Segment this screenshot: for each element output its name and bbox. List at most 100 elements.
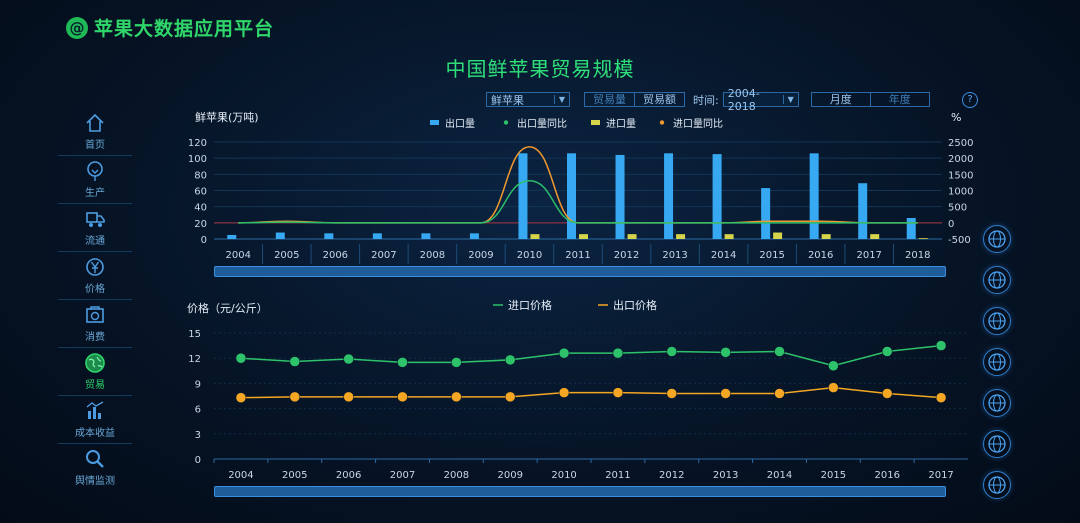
- sidebar-item-sentiment[interactable]: 舆情监测: [58, 444, 132, 491]
- legend-swatch: [591, 120, 600, 125]
- globe-book-icon[interactable]: [983, 430, 1011, 458]
- price-chart-scrollbar[interactable]: [214, 486, 946, 497]
- home-icon: [86, 113, 104, 132]
- y-tick-label: 20: [194, 219, 207, 230]
- legend-label: 进口价格: [508, 298, 552, 312]
- point-export-price: [235, 392, 247, 403]
- x-tick-label: 2009: [468, 250, 493, 261]
- right-toolbar: [983, 225, 1011, 512]
- tree-icon: [87, 161, 103, 181]
- x-tick-label: 2012: [659, 470, 684, 481]
- point-import-price: [720, 347, 731, 358]
- y2-axis-label: %: [951, 111, 961, 124]
- y-tick-label: 0: [201, 235, 207, 246]
- x-tick-label: 2004: [226, 250, 251, 261]
- bar-export: [518, 153, 528, 239]
- globe-trade-icon[interactable]: [983, 225, 1011, 253]
- bar-import: [773, 232, 783, 239]
- bar-export: [809, 153, 819, 239]
- sidebar-item-label: 贸易: [85, 380, 105, 391]
- x-tick-label: 2018: [905, 250, 930, 261]
- sidebar-item-consumption[interactable]: 消费: [58, 300, 132, 348]
- y-tick-label: 60: [194, 187, 207, 198]
- y-axis-label: 价格（元/公斤）: [187, 301, 268, 315]
- x-tick-label: 2016: [808, 250, 833, 261]
- x-tick-label: 2013: [662, 250, 687, 261]
- point-import-price: [666, 346, 678, 357]
- point-export-price: [343, 391, 354, 403]
- globe-grid-icon[interactable]: [983, 348, 1011, 376]
- bar-export: [664, 153, 674, 239]
- sidebar-item-production[interactable]: 生产: [58, 156, 132, 204]
- globe-search-icon[interactable]: [983, 471, 1011, 499]
- product-select[interactable]: 鲜苹果 ▼: [486, 92, 570, 107]
- y2-tick-label: 2000: [948, 154, 973, 165]
- y2-tick-label: 500: [948, 203, 967, 214]
- help-icon[interactable]: ?: [962, 92, 978, 108]
- x-tick-label: 2013: [713, 470, 738, 481]
- chevron-down-icon: ▼: [553, 95, 565, 104]
- tab-trade-value[interactable]: 贸易额: [634, 93, 684, 106]
- bar-import: [579, 234, 588, 239]
- globe-outline-icon: [988, 271, 1006, 289]
- x-tick-label: 2006: [323, 250, 348, 261]
- y-tick-label: 9: [195, 379, 201, 390]
- time-label: 时间:: [693, 93, 719, 107]
- legend-swatch: [503, 120, 509, 125]
- volume-chart-scrollbar[interactable]: [214, 266, 946, 277]
- tab-monthly[interactable]: 月度: [829, 93, 852, 106]
- y-tick-label: 12: [188, 354, 201, 365]
- x-tick-label: 2004: [228, 470, 253, 481]
- chevron-down-icon: ▼: [782, 95, 794, 104]
- y-tick-label: 6: [195, 405, 201, 416]
- legend-swatch: [659, 120, 665, 125]
- line-export-yoy: [238, 180, 918, 224]
- tab-yearly[interactable]: 年度: [869, 93, 929, 106]
- x-tick-label: 2011: [605, 470, 630, 481]
- y-axis-label: 鲜苹果(万吨): [195, 110, 259, 124]
- point-import-price: [935, 340, 947, 351]
- x-tick-label: 2014: [767, 470, 792, 481]
- x-tick-label: 2005: [282, 470, 307, 481]
- point-export-price: [881, 388, 893, 399]
- point-export-price: [397, 391, 408, 403]
- app-logo[interactable]: @ 苹果大数据应用平台: [66, 14, 274, 41]
- globe-pin-icon[interactable]: [983, 266, 1011, 294]
- y-tick-label: 40: [194, 203, 207, 214]
- x-tick-label: 2012: [614, 250, 639, 261]
- y-tick-label: 100: [188, 154, 207, 165]
- legend-label: 出口量同比: [517, 117, 567, 130]
- point-export-price: [666, 388, 678, 399]
- point-export-price: [774, 388, 785, 399]
- y2-tick-label: 1000: [948, 187, 973, 198]
- point-export-price: [612, 387, 624, 398]
- x-tick-label: 2009: [497, 470, 522, 481]
- sidebar-item-trade[interactable]: 贸易: [58, 348, 132, 396]
- page-title: 中国鲜苹果贸易规模: [445, 57, 635, 81]
- y2-tick-label: 2500: [948, 138, 973, 149]
- point-export-price: [289, 391, 301, 403]
- tab-trade-volume[interactable]: 贸易量: [593, 93, 626, 106]
- bar-import: [530, 234, 540, 239]
- x-tick-label: 2008: [444, 470, 469, 481]
- sidebar-item-cost-revenue[interactable]: 成本收益: [58, 396, 132, 444]
- x-tick-label: 2008: [420, 250, 445, 261]
- sidebar-item-price[interactable]: 价格: [58, 252, 132, 300]
- globe-share-icon[interactable]: [983, 389, 1011, 417]
- time-range-select[interactable]: 2004-2018 ▼: [722, 87, 799, 113]
- sidebar-item-label: 价格: [85, 284, 105, 295]
- globe-network-icon[interactable]: [983, 307, 1011, 335]
- bar-export: [858, 183, 868, 239]
- y-tick-label: 80: [194, 170, 207, 181]
- y2-tick-label: 0: [948, 219, 954, 230]
- point-import-price: [828, 360, 839, 372]
- globe-outline-icon: [988, 476, 1006, 494]
- point-export-price: [828, 382, 839, 393]
- x-tick-label: 2015: [821, 470, 846, 481]
- bar-export: [372, 233, 382, 239]
- bar-export: [421, 233, 431, 239]
- sidebar-item-home[interactable]: 首页: [58, 108, 132, 156]
- globe-outline-icon: [988, 394, 1006, 412]
- x-tick-label: 2010: [517, 250, 542, 261]
- sidebar-item-circulation[interactable]: 流通: [58, 204, 132, 252]
